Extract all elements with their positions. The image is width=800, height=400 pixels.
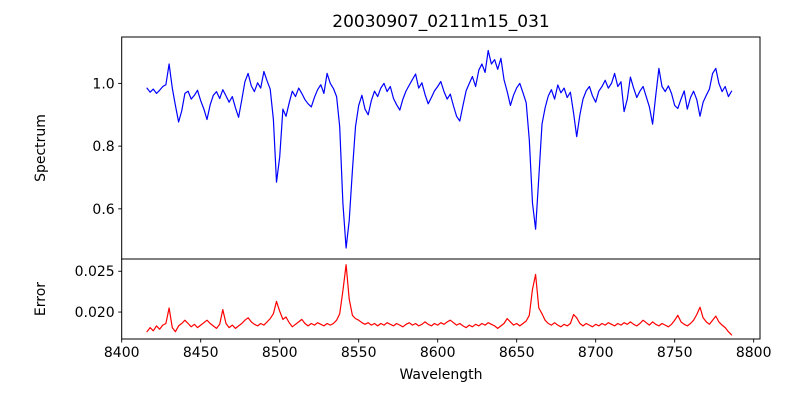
y-tick-label: 0.8: [92, 139, 114, 155]
x-axis-ticks: 8400 8450 8500 8550 8600 8650 8700 8750 8800: [104, 339, 772, 361]
x-tick-label: 8450: [183, 345, 219, 361]
x-tick-label: 8750: [657, 345, 693, 361]
spectrum-y-label: Spectrum: [33, 114, 49, 182]
x-axis-label: Wavelength: [399, 367, 482, 383]
error-panel: [121, 258, 761, 340]
x-tick-label: 8400: [104, 345, 140, 361]
y-tick-label: 0.025: [75, 264, 115, 280]
x-tick-label: 8700: [578, 345, 614, 361]
x-tick-label: 8800: [736, 345, 772, 361]
y-tick-label: 0.6: [92, 202, 114, 218]
spectrum-line: [146, 49, 733, 249]
error-line: [146, 264, 733, 336]
y-tick-label: 0.020: [75, 305, 115, 321]
spectrum-y-ticks: 0.6 0.8 1.0: [92, 76, 122, 218]
spectrum-panel: [121, 36, 761, 260]
x-tick-label: 8600: [420, 345, 456, 361]
error-y-ticks: 0.020 0.025: [75, 264, 122, 321]
x-tick-label: 8500: [262, 345, 298, 361]
chart-title: 20030907_0211m15_031: [332, 12, 549, 32]
y-tick-label: 1.0: [92, 76, 114, 92]
x-tick-label: 8550: [341, 345, 377, 361]
x-tick-label: 8650: [499, 345, 535, 361]
error-y-label: Error: [33, 282, 49, 316]
